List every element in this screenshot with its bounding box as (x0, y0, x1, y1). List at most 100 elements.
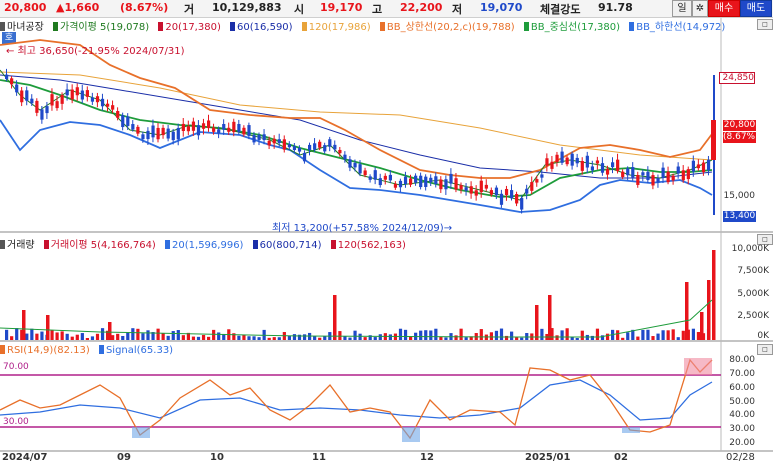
candle (398, 180, 403, 188)
candle (691, 160, 695, 172)
volume-bar (661, 330, 665, 340)
volume-bar (65, 333, 69, 340)
candle (90, 97, 95, 102)
volume-bar (434, 328, 438, 340)
sell-button[interactable]: 매도 (740, 0, 772, 17)
candle (45, 106, 49, 114)
volume-bar (540, 328, 544, 340)
candle (686, 169, 690, 180)
volume-bar (55, 332, 59, 340)
volume-bar (666, 330, 670, 340)
candle (191, 121, 196, 131)
x-axis-label: 09 (117, 452, 131, 463)
price-change: ▲1,660 (56, 1, 100, 14)
bb-upper-line (0, 39, 716, 179)
panel-maximize-button[interactable]: □ (757, 344, 773, 355)
candle (666, 171, 670, 183)
candle (237, 123, 241, 132)
volume-bar (136, 328, 140, 340)
volume-bar (166, 335, 170, 340)
candle (227, 127, 231, 132)
volume-bar (499, 328, 504, 340)
x-axis-label-end: 02/28 (726, 452, 755, 463)
legend-bb-lower[interactable]: BB_하한선(14,972) (629, 22, 728, 33)
candle (616, 159, 620, 172)
volume-bar (297, 334, 302, 340)
volume-bar (161, 333, 165, 340)
candle (550, 161, 554, 169)
candle (459, 185, 463, 190)
candle (25, 90, 29, 101)
legend-ma120[interactable]: 120(17,986) (301, 22, 374, 33)
legend-signal[interactable]: Signal(65.33) (98, 345, 176, 356)
low-price-tag: 13,400 (723, 211, 756, 222)
order-badge[interactable]: 호 (2, 32, 16, 44)
candle (60, 95, 64, 104)
volume-bar (358, 333, 362, 340)
legend-ma60[interactable]: 60(16,590) (230, 22, 296, 33)
candle (141, 134, 145, 140)
ma60-line (0, 74, 713, 179)
legend-bb-upper[interactable]: BB_상한선(20,2,c)(19,788) (379, 22, 518, 33)
max-price-annotation: ← 최고 36,650(-21.95% 2024/07/31) (6, 46, 185, 57)
high-label: 고 (372, 3, 383, 16)
candle (540, 174, 544, 178)
candle (590, 166, 594, 171)
signal-line (0, 379, 713, 421)
legend-bb-mid[interactable]: BB_중심선(17,380) (523, 22, 623, 33)
volume-bar (50, 330, 54, 340)
candle (262, 134, 266, 141)
candle (161, 127, 165, 136)
period-button[interactable]: 일 (672, 0, 692, 17)
candle (166, 128, 170, 139)
volume-bar (40, 331, 44, 340)
legend-volume[interactable]: 거래량 (0, 240, 38, 251)
candle (186, 126, 190, 132)
candle (282, 139, 286, 150)
legend-vol-ma120[interactable]: 120(562,163) (330, 240, 409, 251)
candle (65, 89, 69, 96)
volume-bar-spike (685, 282, 689, 340)
volume-bar (676, 337, 680, 340)
candle (414, 175, 418, 183)
volume-bar (186, 332, 190, 340)
price-change-percent: (8.67%) (120, 1, 169, 14)
volume-bar (302, 334, 307, 340)
volume-bar (646, 329, 650, 340)
x-axis-label: 12 (420, 452, 434, 463)
volume-legend: 거래량 거래이평 5(4,166,764) 20(1,596,996) 60(8… (0, 236, 412, 251)
legend-vol-ma5[interactable]: 거래이평 5(4,166,764) (43, 240, 159, 251)
candle (126, 116, 130, 126)
buy-button[interactable]: 매수 (708, 0, 740, 17)
stock-name[interactable]: 마녀공장 (0, 22, 47, 33)
legend-rsi[interactable]: RSI(14,9)(82.13) (0, 345, 93, 356)
candle (318, 141, 322, 148)
legend-vol-ma20[interactable]: 20(1,596,996) (165, 240, 246, 251)
candle (267, 140, 271, 146)
candle (308, 144, 312, 151)
candle (646, 171, 650, 181)
volume-axis-label: 10,000K (731, 244, 769, 254)
volume-bar (616, 330, 620, 340)
rsi-axis-label: 60.00 (729, 383, 755, 393)
candle (434, 176, 438, 185)
candle (605, 168, 610, 175)
rsi-level-low-label: 30.00 (3, 417, 29, 427)
candle (504, 188, 509, 196)
candle (40, 109, 44, 120)
panel-maximize-button[interactable]: □ (757, 19, 773, 30)
candle (353, 162, 357, 168)
candle (30, 98, 34, 104)
legend-ma5[interactable]: 가격이평 5(19,078) (53, 22, 152, 33)
gear-icon[interactable]: ✲ (692, 0, 708, 17)
candle (136, 126, 140, 134)
candle (520, 198, 524, 210)
legend-vol-ma60[interactable]: 60(800,714) (252, 240, 325, 251)
candle (530, 182, 534, 191)
rsi-oversold-fill (622, 427, 640, 433)
candle (383, 175, 387, 180)
legend-ma20[interactable]: 20(17,380) (158, 22, 224, 33)
candle (242, 127, 246, 135)
candle (343, 154, 347, 160)
